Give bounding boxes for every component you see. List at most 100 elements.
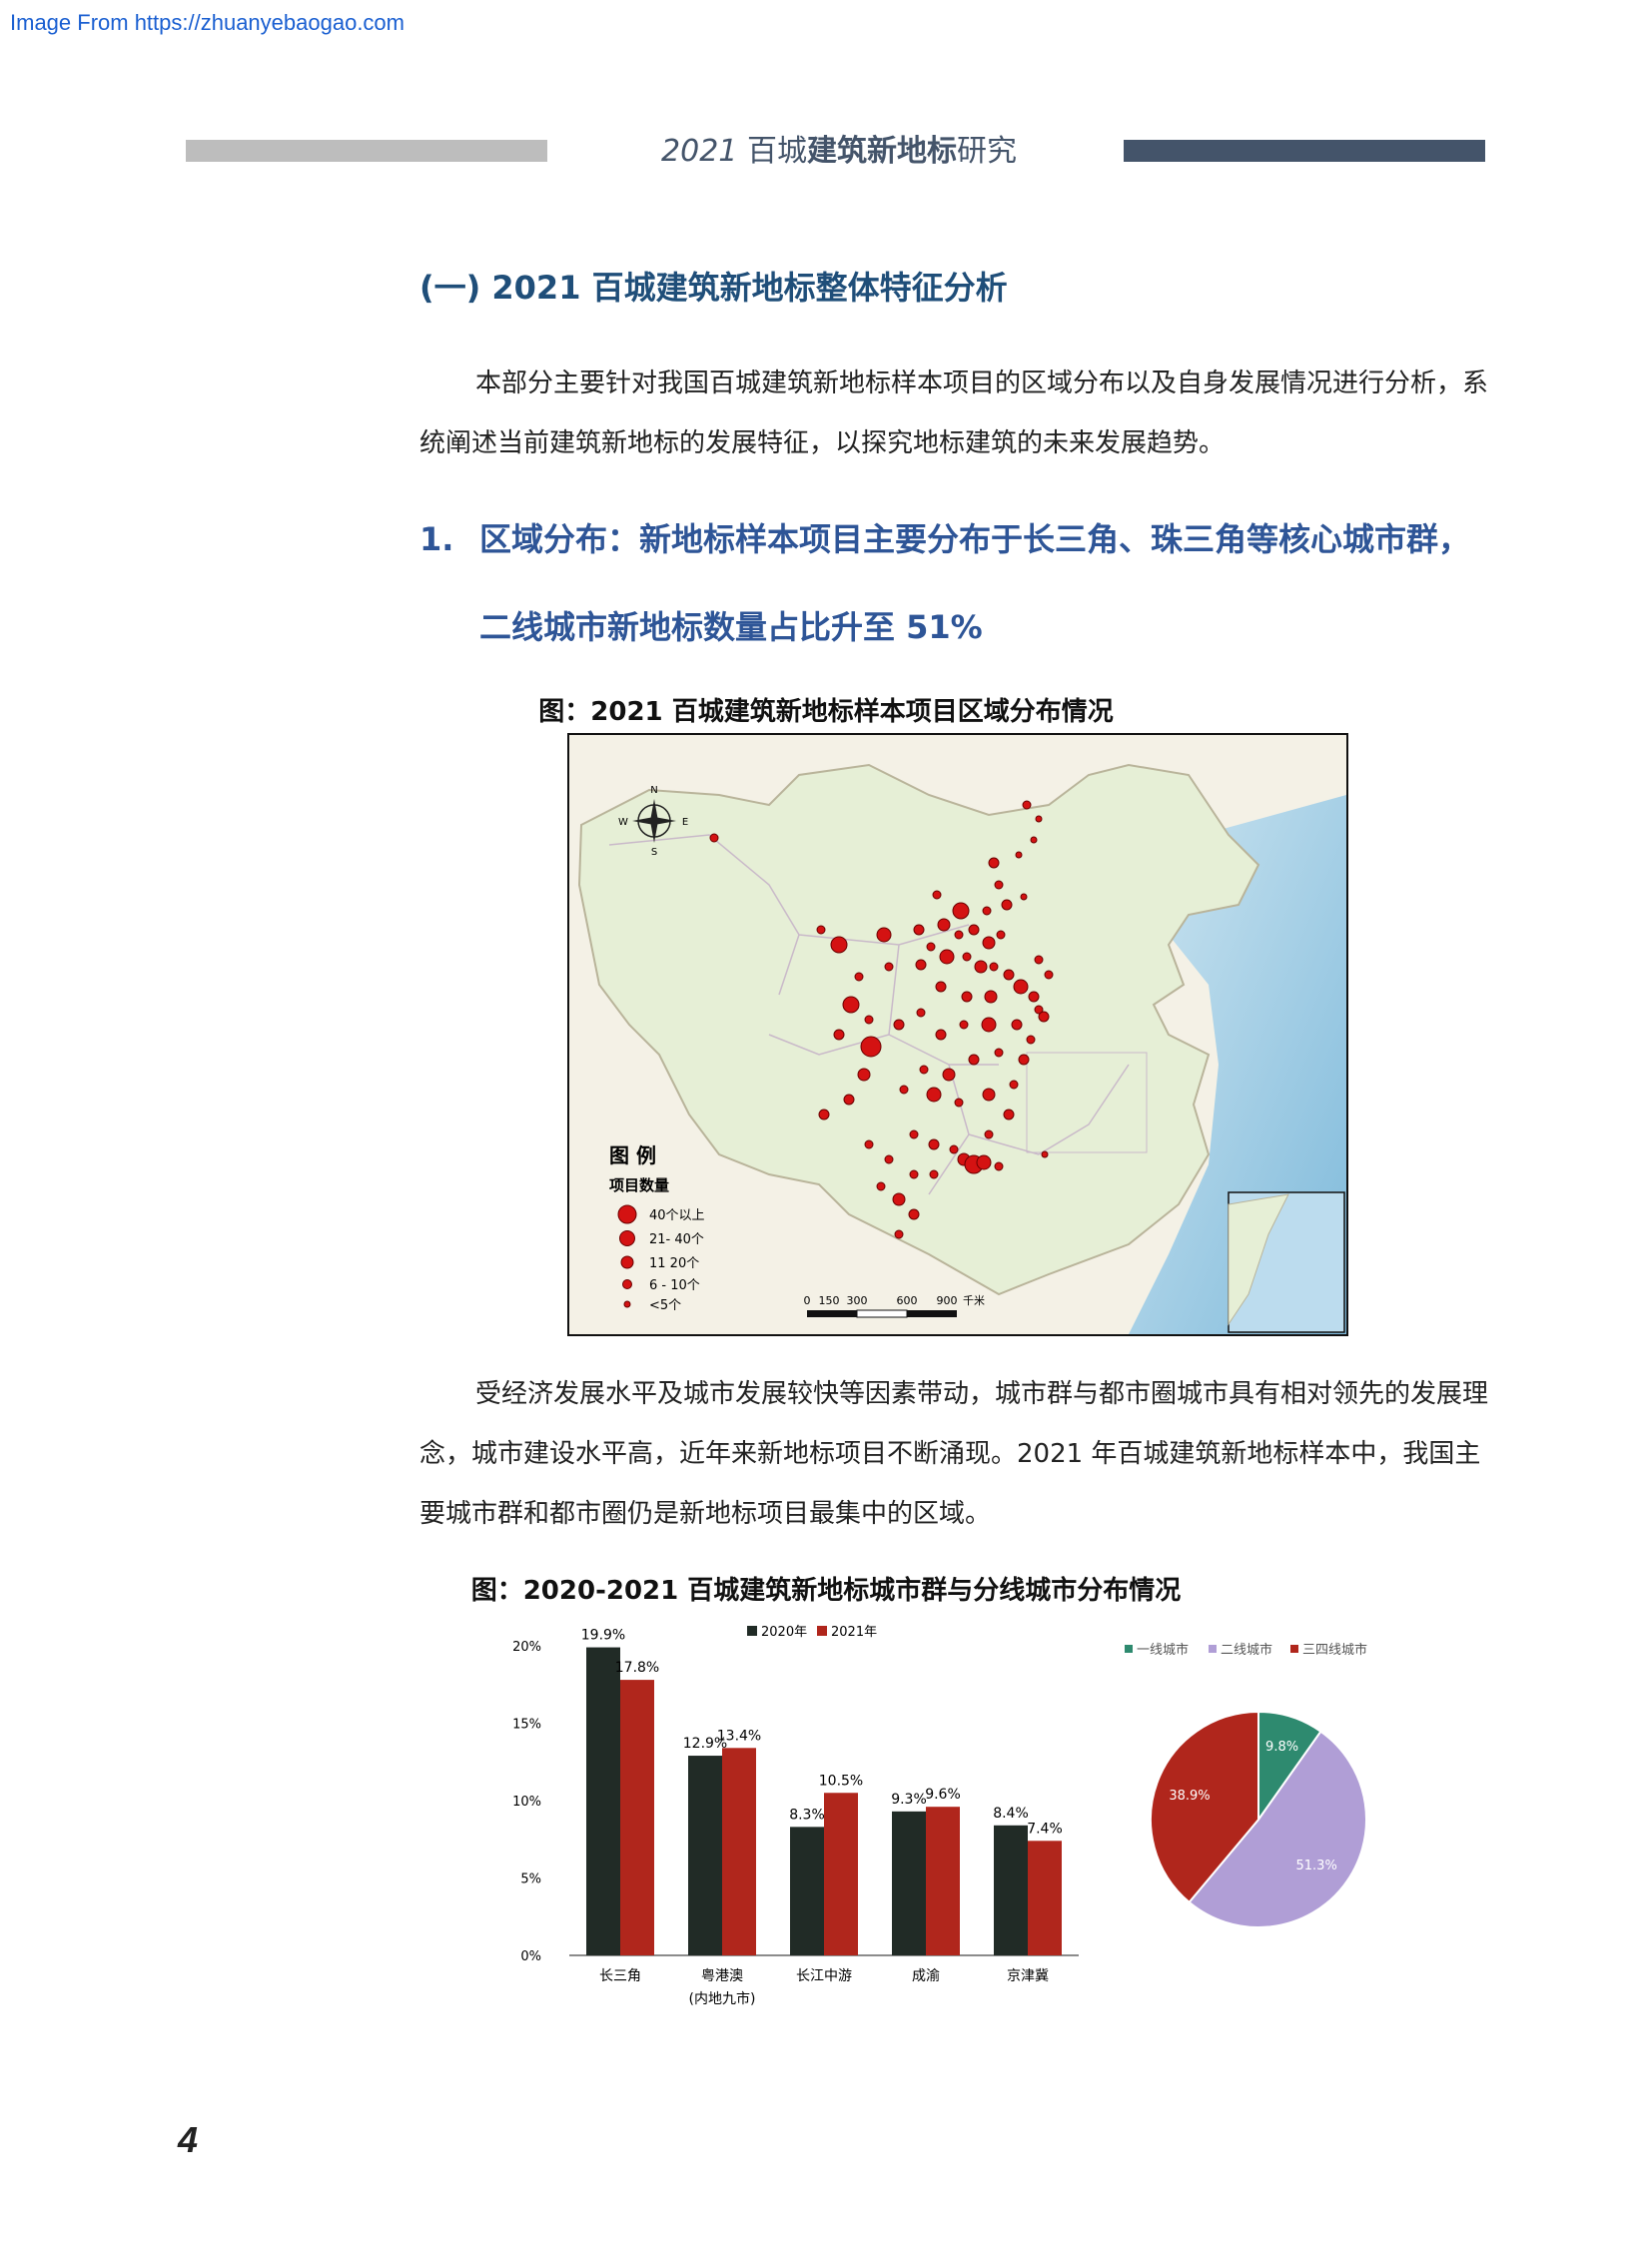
project-marker <box>1020 893 1028 901</box>
project-marker <box>816 925 826 935</box>
legend-label-2020: 2020年 <box>761 1625 807 1640</box>
header-bold: 建筑新地标 <box>806 134 957 169</box>
project-marker <box>926 942 936 952</box>
project-marker <box>893 1019 905 1031</box>
x-category-label: 成渝 <box>912 1968 940 1984</box>
project-marker <box>864 1015 874 1025</box>
project-marker <box>984 1129 994 1139</box>
x-category-label: 粤港澳 <box>701 1968 743 1984</box>
city-tier-pie-chart: 一线城市 二线城市 三四线城市 9.8% 51.3% 38.9% <box>1125 1642 1367 1928</box>
project-marker <box>864 1139 874 1149</box>
bar-value-label: 8.3% <box>789 1807 825 1823</box>
bar-2021 <box>620 1680 654 1955</box>
project-marker <box>884 962 894 972</box>
pie-value-label: 51.3% <box>1296 1859 1337 1873</box>
bar-value-label: 17.8% <box>615 1660 659 1676</box>
project-marker <box>1041 1150 1049 1158</box>
inset-map <box>1228 1191 1345 1333</box>
pie-slice <box>1188 1730 1367 1928</box>
project-marker <box>833 1029 845 1041</box>
scale-label-150: 150 <box>819 1294 840 1307</box>
city-cluster-bar-chart: 2020年 2021年 0% 5% 10% 15% 20% 19.9% 17.8% 12.9… <box>512 1625 1079 2007</box>
project-marker <box>1003 1109 1015 1121</box>
project-marker <box>926 1087 942 1103</box>
subsection-title-line1: 1. 区域分布：新地标样本项目主要分布于长三角、珠三角等核心城市群， <box>419 495 1470 583</box>
pie-slices: 9.8% 51.3% 38.9% <box>1150 1710 1367 1928</box>
bar-2020 <box>994 1825 1028 1955</box>
project-marker <box>982 936 996 950</box>
x-category-label: 长江中游 <box>796 1968 852 1984</box>
project-marker <box>899 1085 909 1095</box>
map-svg: N S W E 图 例 项目数量 40个以上 21- 40个 11 20个 6 … <box>569 735 1346 1334</box>
legend-swatch-2021 <box>817 1626 827 1636</box>
project-marker <box>908 1208 920 1220</box>
project-marker <box>961 991 973 1003</box>
scale-label-unit: 千米 <box>963 1294 985 1307</box>
china-distribution-map: N S W E 图 例 项目数量 40个以上 21- 40个 11 20个 6 … <box>567 733 1348 1336</box>
project-marker <box>892 1192 906 1206</box>
figure1-caption: 图：2021 百城建筑新地标样本项目区域分布情况 <box>538 697 1114 727</box>
pie-legend-label: 三四线城市 <box>1302 1642 1367 1658</box>
project-marker <box>913 924 925 936</box>
project-marker <box>842 996 860 1014</box>
pie-legend-label: 一线城市 <box>1137 1642 1189 1658</box>
map-scale-bar: 0 150 300 600 900 千米 <box>804 1294 985 1318</box>
compass-e: E <box>682 817 688 828</box>
x-category-label: 京津冀 <box>1007 1968 1049 1984</box>
pie-legend-label: 二线城市 <box>1221 1642 1272 1658</box>
header-bar-right <box>1124 140 1485 162</box>
project-marker <box>982 906 992 916</box>
project-marker <box>818 1109 830 1121</box>
project-marker <box>860 1036 882 1058</box>
header-title: 2021 百城建筑新地标研究 <box>559 126 1119 170</box>
pie-legend-swatch <box>1125 1645 1133 1653</box>
intro-paragraph: 本部分主要针对我国百城建筑新地标样本项目的区域分布以及自身发展情况进行分析，系统… <box>419 369 1489 458</box>
bar-2020 <box>892 1811 926 1955</box>
project-marker <box>909 1169 919 1179</box>
y-tick-label: 10% <box>512 1795 541 1810</box>
x-category-sublabel: (内地九市) <box>689 1990 756 2007</box>
y-tick-label: 0% <box>520 1949 541 1964</box>
pie-value-label: 9.8% <box>1265 1740 1298 1755</box>
map-legend: 图 例 项目数量 40个以上 21- 40个 11 20个 6 - 10个 <5… <box>609 1143 705 1313</box>
bar-series: 19.9% 17.8% 12.9%13.4% 8.3% 10.5% 9.3%9.6% 8.4… <box>581 1628 1063 1955</box>
project-marker <box>954 930 964 940</box>
pie-legend-swatch <box>1290 1645 1298 1653</box>
legend-subtitle: 项目数量 <box>609 1176 669 1194</box>
project-marker <box>994 1161 1004 1171</box>
project-marker <box>884 1154 894 1164</box>
project-marker <box>857 1068 871 1082</box>
bar-2021 <box>1028 1841 1062 1955</box>
project-marker <box>854 972 864 982</box>
pie-legend: 一线城市 二线城市 三四线城市 <box>1125 1642 1367 1658</box>
project-marker <box>1038 1011 1050 1023</box>
section-title: (一) 2021 百城建筑新地标整体特征分析 <box>419 269 1008 307</box>
legend-swatch-2020 <box>747 1626 757 1636</box>
project-marker <box>939 949 955 965</box>
legend-label-2021: 2021年 <box>831 1625 877 1640</box>
project-marker <box>1001 899 1013 911</box>
scale-label-0: 0 <box>804 1294 811 1307</box>
province-borders <box>608 834 1130 1195</box>
project-marker <box>937 918 951 932</box>
legend-item-4: 6 - 10个 <box>649 1278 700 1293</box>
compass-w: W <box>618 817 628 828</box>
project-marker <box>959 1020 969 1030</box>
subsection-line1-text: 区域分布：新地标样本项目主要分布于长三角、珠三角等核心城市群， <box>479 520 1471 558</box>
header-pre: 百城 <box>746 134 807 169</box>
header-year: 2021 <box>661 134 738 169</box>
subsection-title-line2: 二线城市新地标数量占比升至 51% <box>479 608 983 646</box>
source-watermark[interactable]: Image From https://zhuanyebaogao.com <box>10 10 405 35</box>
project-marker <box>929 1169 939 1179</box>
project-marker <box>984 990 998 1004</box>
bar-value-label: 7.4% <box>1027 1821 1063 1837</box>
bar-2021 <box>926 1807 960 1955</box>
bar-value-label: 13.4% <box>717 1728 761 1744</box>
project-marker <box>1035 815 1043 823</box>
project-marker <box>1026 1035 1036 1045</box>
project-marker <box>1003 969 1015 981</box>
project-marker <box>988 857 1000 869</box>
bar-value-label: 9.3% <box>891 1792 927 1808</box>
bar-value-label: 10.5% <box>819 1773 863 1789</box>
scale-label-300: 300 <box>847 1294 868 1307</box>
